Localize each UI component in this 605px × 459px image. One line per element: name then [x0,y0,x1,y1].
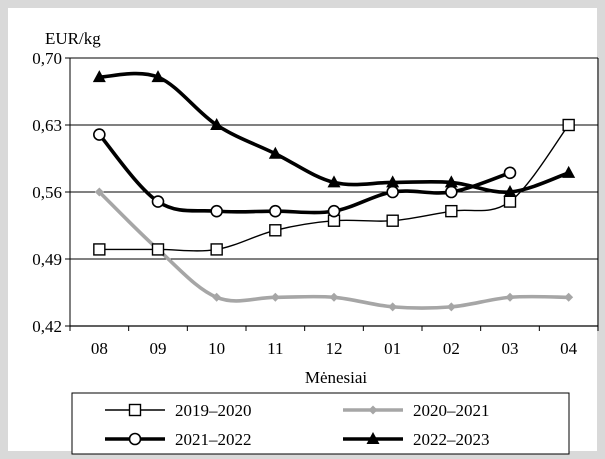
data-point-2021–2022 [386,185,399,199]
y-tick-label: 0,42 [32,317,62,336]
data-point-2021–2022 [210,204,223,218]
data-point-2022–2023 [210,118,224,130]
legend-label: 2022–2023 [413,430,490,449]
x-axis-title: Mėnesiai [305,368,368,387]
legend-swatch-marker [128,403,142,417]
data-point-2021–2022 [445,185,458,199]
x-tick-label: 04 [560,339,578,358]
x-tick-label: 01 [384,339,401,358]
data-point-2020–2021 [446,302,456,312]
data-point-2019–2020 [93,243,106,256]
data-point-2020–2021 [94,187,104,197]
data-point-2022–2023 [386,175,400,188]
y-tick-label: 0,49 [32,250,62,269]
axis-layer: 0,42 0,49 0,56 0,63 0,70 08 09 10 11 12 01 02 03 04 [32,49,599,358]
series-line-2022–2023 [97,71,571,194]
data-point-2019–2020 [562,118,575,132]
data-point-2021–2022 [151,195,165,208]
data-point-2019–2020 [210,243,223,256]
data-point-2022–2023 [562,165,576,178]
data-point-2020–2021 [564,292,574,302]
series-line-2019–2020 [98,124,570,252]
legend-swatch-marker [368,405,378,415]
x-tick-label: 08 [91,339,108,358]
legend-label: 2019–2020 [175,401,252,420]
y-tick-label: 0,63 [32,116,62,135]
legend-swatch-marker [128,432,142,446]
data-point-2022–2023 [268,146,282,159]
legend-label: 2021–2022 [175,430,252,449]
legend-swatch-marker [366,432,380,444]
legend-box [71,392,570,455]
data-point-2019–2020 [386,214,399,227]
y-axis-title: EUR/kg [45,29,101,48]
data-point-2022–2023 [92,70,106,83]
data-point-2022–2023 [444,175,458,188]
legend: 2019–2020 2020–2021 2021–2022 2022–2023 [71,392,570,455]
data-point-2020–2021 [388,302,398,312]
data-point-2020–2021 [212,292,222,302]
data-point-2022–2023 [503,185,517,197]
data-point-2019–2020 [151,243,165,256]
legend-label: 2020–2021 [413,401,490,420]
x-tick-label: 03 [502,339,519,358]
data-point-2019–2020 [445,204,458,218]
data-point-2021–2022 [327,204,341,218]
x-tick-label: 02 [443,339,460,358]
data-point-2020–2021 [329,292,339,302]
data-point-2019–2020 [503,195,517,208]
data-point-2019–2020 [269,224,282,237]
x-tick-label: 09 [150,339,167,358]
data-point-2021–2022 [269,204,282,218]
marker-layer [92,70,576,312]
data-point-2020–2021 [270,292,280,302]
data-point-2021–2022 [503,166,517,180]
data-point-2022–2023 [151,70,165,83]
data-point-2021–2022 [93,128,106,141]
y-tick-label: 0,70 [32,49,62,68]
x-tick-label: 12 [326,339,343,358]
y-tick-label: 0,56 [32,183,62,202]
data-point-2020–2021 [505,292,515,302]
data-point-2022–2023 [327,175,341,188]
series-layer [97,71,571,310]
grid-layer [70,57,598,260]
x-tick-label: 10 [208,339,225,358]
x-tick-label: 11 [267,339,283,358]
